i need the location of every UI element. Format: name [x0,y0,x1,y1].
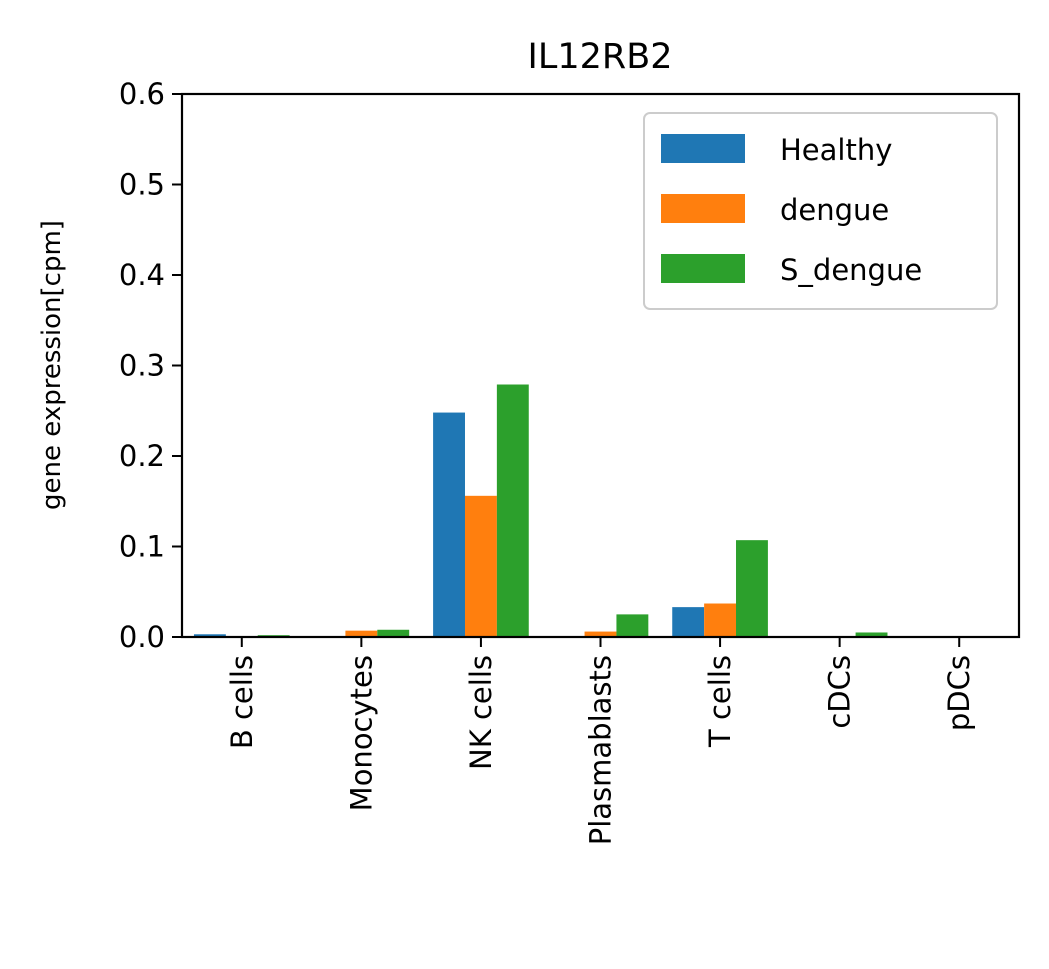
bar-dengue-2 [464,495,497,637]
x-tick-label: T cells [703,655,737,748]
x-tick-label: B cells [225,655,259,749]
legend-swatch [661,134,745,163]
legend-label: Healthy [780,133,892,167]
plot-frame [180,92,1021,639]
y-tick-label: 0.0 [119,620,165,654]
bar-dengue-3 [584,631,617,637]
y-tick-label: 0.5 [119,168,165,202]
bar-dengue-4 [704,603,737,637]
legend-swatch [661,254,745,283]
y-tick-label: 0.2 [119,439,165,473]
y-tick-label: 0.3 [119,349,165,383]
x-tick-label: pDCs [942,655,976,731]
y-axis: 0.0 0.1 0.2 0.3 0.4 0.5 0.6 [119,77,182,654]
legend: Healthy dengue S_dengue [643,112,998,310]
bar-healthy-0 [193,634,226,637]
x-tick-label: cDCs [823,655,857,729]
y-tick-label: 0.6 [119,77,165,111]
x-tick-label: Monocytes [344,655,378,811]
bar-healthy-4 [672,607,705,637]
bar-dengue-1 [345,630,378,637]
bar-s-dengue-2 [496,384,529,637]
bar-s-dengue-1 [377,629,410,637]
bar-s-dengue-5 [855,632,888,637]
x-tick-label: Plasmablasts [584,655,618,845]
y-tick-label: 0.4 [119,258,165,292]
legend-label: dengue [780,193,889,227]
x-tick-label: NK cells [464,655,498,770]
legend-swatch [661,194,745,223]
bar-s-dengue-4 [736,540,768,637]
x-axis: B cells Monocytes NK cells Plasmablasts T ce… [225,637,976,845]
y-axis-label: gene expression[cpm] [37,220,67,510]
chart-title: IL12RB2 [528,37,673,77]
bar-healthy-2 [433,412,465,637]
bars-group [193,384,888,638]
bar-s-dengue-3 [616,614,649,638]
y-tick-label: 0.1 [119,530,165,564]
legend-label: S_dengue [780,253,922,287]
